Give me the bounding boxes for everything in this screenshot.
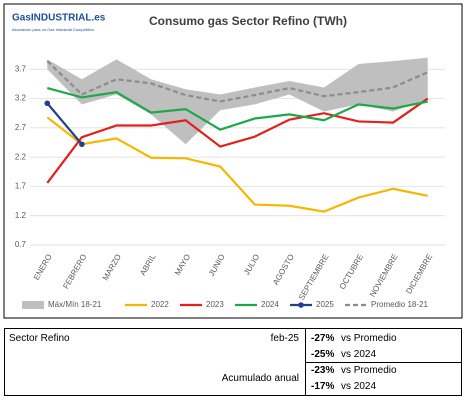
point bbox=[44, 100, 51, 107]
x-tick-label: AGOSTO bbox=[271, 253, 296, 287]
x-tick-label: ENERO bbox=[32, 253, 54, 282]
legend-label: 2022 bbox=[151, 300, 169, 309]
change-value: -17% bbox=[311, 381, 335, 392]
series-line bbox=[46, 60, 429, 103]
x-tick-label: MAYO bbox=[173, 253, 192, 277]
comparison: vs 2024 bbox=[341, 349, 377, 360]
separator bbox=[305, 362, 461, 363]
series-line bbox=[46, 97, 429, 184]
series-line bbox=[47, 86, 428, 131]
x-tick-label: JUNIO bbox=[207, 253, 227, 278]
comparison: vs Promedio bbox=[341, 365, 397, 376]
comparison: vs 2024 bbox=[341, 381, 377, 392]
y-tick-label: 0.7 bbox=[15, 240, 27, 249]
row-label: Sector Refino bbox=[9, 333, 70, 344]
point bbox=[79, 141, 85, 148]
y-tick-label: 2.7 bbox=[15, 123, 27, 132]
chart-border bbox=[3, 3, 463, 319]
x-tick-label: JULIO bbox=[242, 253, 261, 277]
x-tick-label: ABRIL bbox=[138, 252, 158, 277]
logo-tagline: Asociación para un Gas Industrial Compet… bbox=[12, 27, 95, 32]
y-tick-label: 3.2 bbox=[15, 94, 27, 103]
chart-title: Consumo gas Sector Refino (TWh) bbox=[149, 14, 347, 28]
legend-swatch bbox=[22, 301, 44, 309]
summary-row: -17% vs 2024 bbox=[5, 379, 461, 395]
y-tick-label: 3.7 bbox=[15, 64, 27, 73]
x-tick-label: SEPTIEMBRE bbox=[297, 253, 331, 302]
x-tick-label: MARZO bbox=[101, 253, 123, 283]
y-tick-label: 1.2 bbox=[15, 211, 27, 220]
change-value: -27% bbox=[311, 333, 335, 344]
summary-table: Sector Refino feb-25 -27% vs Promedio -25% vs… bbox=[4, 328, 462, 396]
y-tick-label: 1.7 bbox=[15, 182, 27, 191]
range-band bbox=[47, 57, 428, 145]
series-line bbox=[46, 116, 428, 213]
summary-row: -25% vs 2024 bbox=[5, 347, 461, 363]
legend-label: 2024 bbox=[261, 300, 279, 309]
change-value: -25% bbox=[311, 349, 335, 360]
logo: GasINDUSTRIAL.es bbox=[12, 13, 106, 24]
period: Acumulado anual bbox=[221, 373, 299, 384]
x-tick-label: DICIEMBRE bbox=[404, 253, 434, 296]
comparison: vs Promedio bbox=[341, 333, 397, 344]
legend-marker bbox=[298, 302, 304, 308]
legend-label: 2025 bbox=[316, 300, 334, 309]
y-tick-label: 2.2 bbox=[15, 152, 27, 161]
change-value: -23% bbox=[311, 365, 335, 376]
legend-label: 2023 bbox=[206, 300, 224, 309]
x-tick-label: FEBRERO bbox=[61, 253, 88, 291]
x-tick-label: OCTUBRE bbox=[338, 253, 365, 291]
summary-row: -23% vs Promedio bbox=[5, 363, 461, 379]
period: feb-25 bbox=[270, 333, 299, 344]
summary-row: -27% vs Promedio bbox=[5, 331, 461, 347]
legend-label: Promedio 18-21 bbox=[371, 300, 428, 309]
series-line bbox=[46, 102, 83, 145]
chart: GasINDUSTRIAL.es Asociación para un Gas … bbox=[3, 3, 463, 319]
legend-label: Máx/Mín 18-21 bbox=[48, 300, 102, 309]
x-tick-label: NOVIEMBRE bbox=[368, 253, 400, 299]
